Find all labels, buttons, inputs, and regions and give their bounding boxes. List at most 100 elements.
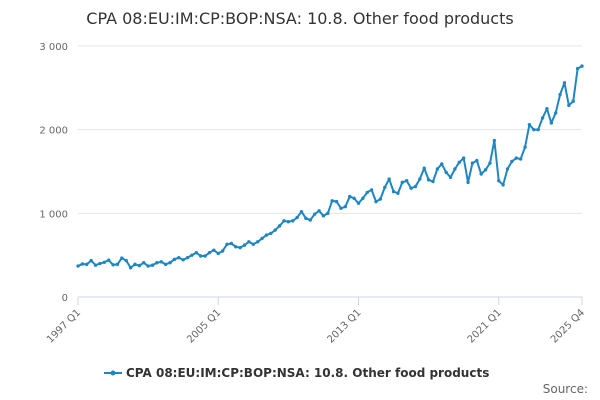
data-point[interactable] bbox=[163, 262, 168, 267]
data-point[interactable] bbox=[492, 138, 497, 143]
data-point[interactable] bbox=[352, 196, 356, 200]
data-point[interactable] bbox=[251, 242, 255, 246]
data-point[interactable] bbox=[396, 191, 400, 195]
data-point[interactable] bbox=[85, 262, 89, 267]
data-point[interactable] bbox=[343, 204, 348, 209]
data-point[interactable] bbox=[199, 254, 203, 258]
data-point[interactable] bbox=[146, 264, 150, 268]
data-point[interactable] bbox=[115, 262, 120, 267]
data-point[interactable] bbox=[356, 201, 361, 205]
data-point[interactable] bbox=[326, 211, 330, 216]
data-point[interactable] bbox=[142, 261, 146, 265]
data-point[interactable] bbox=[554, 111, 558, 115]
data-point[interactable] bbox=[361, 196, 365, 200]
data-point[interactable] bbox=[483, 168, 488, 172]
data-point[interactable] bbox=[238, 245, 242, 250]
data-point[interactable] bbox=[440, 162, 444, 166]
data-point[interactable] bbox=[540, 116, 545, 120]
data-point[interactable] bbox=[203, 254, 207, 258]
data-point[interactable] bbox=[93, 263, 98, 267]
data-point[interactable] bbox=[514, 156, 518, 160]
data-point[interactable] bbox=[435, 167, 440, 171]
data-point[interactable] bbox=[185, 255, 190, 260]
data-point[interactable] bbox=[207, 250, 212, 255]
data-point[interactable] bbox=[220, 249, 225, 253]
data-point[interactable] bbox=[444, 170, 448, 175]
data-point[interactable] bbox=[497, 179, 501, 183]
data-point[interactable] bbox=[405, 179, 409, 183]
data-point[interactable] bbox=[304, 216, 308, 221]
data-point[interactable] bbox=[291, 219, 295, 223]
data-point[interactable] bbox=[470, 161, 475, 165]
data-point[interactable] bbox=[549, 121, 554, 125]
data-point[interactable] bbox=[269, 231, 273, 236]
data-point[interactable] bbox=[369, 188, 374, 192]
data-point[interactable] bbox=[177, 255, 181, 260]
data-point[interactable] bbox=[505, 167, 510, 171]
data-point[interactable] bbox=[273, 228, 277, 232]
data-point[interactable] bbox=[234, 245, 238, 249]
data-point[interactable] bbox=[212, 248, 216, 252]
data-point[interactable] bbox=[128, 266, 133, 270]
data-point[interactable] bbox=[562, 81, 567, 85]
data-point[interactable] bbox=[247, 240, 251, 244]
data-point[interactable] bbox=[334, 199, 339, 204]
data-point[interactable] bbox=[102, 260, 107, 264]
data-point[interactable] bbox=[580, 64, 584, 68]
data-point[interactable] bbox=[466, 180, 470, 185]
data-point[interactable] bbox=[168, 261, 172, 265]
data-point[interactable] bbox=[190, 253, 194, 257]
data-point[interactable] bbox=[98, 261, 102, 266]
data-point[interactable] bbox=[260, 236, 264, 241]
data-point[interactable] bbox=[286, 220, 291, 224]
data-point[interactable] bbox=[225, 242, 229, 246]
data-point[interactable] bbox=[339, 206, 343, 211]
data-point[interactable] bbox=[277, 224, 282, 228]
data-point[interactable] bbox=[426, 178, 431, 182]
data-point[interactable] bbox=[255, 240, 260, 244]
data-point[interactable] bbox=[312, 212, 317, 216]
data-point[interactable] bbox=[461, 156, 466, 160]
data-point[interactable] bbox=[422, 166, 426, 170]
data-point[interactable] bbox=[216, 251, 220, 256]
data-point[interactable] bbox=[137, 263, 142, 268]
data-point[interactable] bbox=[457, 160, 461, 164]
data-point[interactable] bbox=[76, 264, 80, 268]
data-point[interactable] bbox=[89, 258, 93, 263]
data-point[interactable] bbox=[348, 194, 352, 199]
data-point[interactable] bbox=[510, 159, 514, 164]
data-point[interactable] bbox=[479, 172, 483, 176]
data-point[interactable] bbox=[536, 127, 540, 132]
data-point[interactable] bbox=[172, 257, 177, 262]
data-point[interactable] bbox=[418, 177, 422, 181]
data-point[interactable] bbox=[409, 186, 413, 190]
data-point[interactable] bbox=[242, 243, 247, 247]
data-point[interactable] bbox=[155, 261, 159, 265]
data-point[interactable] bbox=[378, 197, 383, 201]
data-point[interactable] bbox=[150, 263, 155, 267]
data-point[interactable] bbox=[299, 209, 304, 214]
data-point[interactable] bbox=[308, 218, 312, 222]
data-point[interactable] bbox=[523, 145, 527, 149]
data-point[interactable] bbox=[194, 250, 199, 255]
data-point[interactable] bbox=[106, 258, 111, 262]
data-point[interactable] bbox=[159, 260, 163, 264]
data-point[interactable] bbox=[387, 177, 391, 181]
data-point[interactable] bbox=[575, 66, 580, 71]
data-point[interactable] bbox=[133, 262, 137, 267]
data-point[interactable] bbox=[501, 183, 505, 187]
data-point[interactable] bbox=[400, 180, 405, 185]
data-point[interactable] bbox=[448, 175, 453, 180]
data-point[interactable] bbox=[518, 157, 523, 161]
legend[interactable]: CPA 08:EU:IM:CP:BOP:NSA: 10.8. Other foo… bbox=[104, 366, 489, 380]
data-point[interactable] bbox=[532, 127, 536, 132]
data-point[interactable] bbox=[330, 199, 334, 203]
data-point[interactable] bbox=[264, 233, 269, 237]
data-point[interactable] bbox=[111, 263, 115, 267]
data-point[interactable] bbox=[558, 92, 562, 97]
data-point[interactable] bbox=[383, 185, 387, 190]
data-point[interactable] bbox=[488, 161, 492, 165]
data-point[interactable] bbox=[413, 184, 418, 189]
data-point[interactable] bbox=[475, 158, 479, 163]
data-point[interactable] bbox=[295, 215, 299, 220]
